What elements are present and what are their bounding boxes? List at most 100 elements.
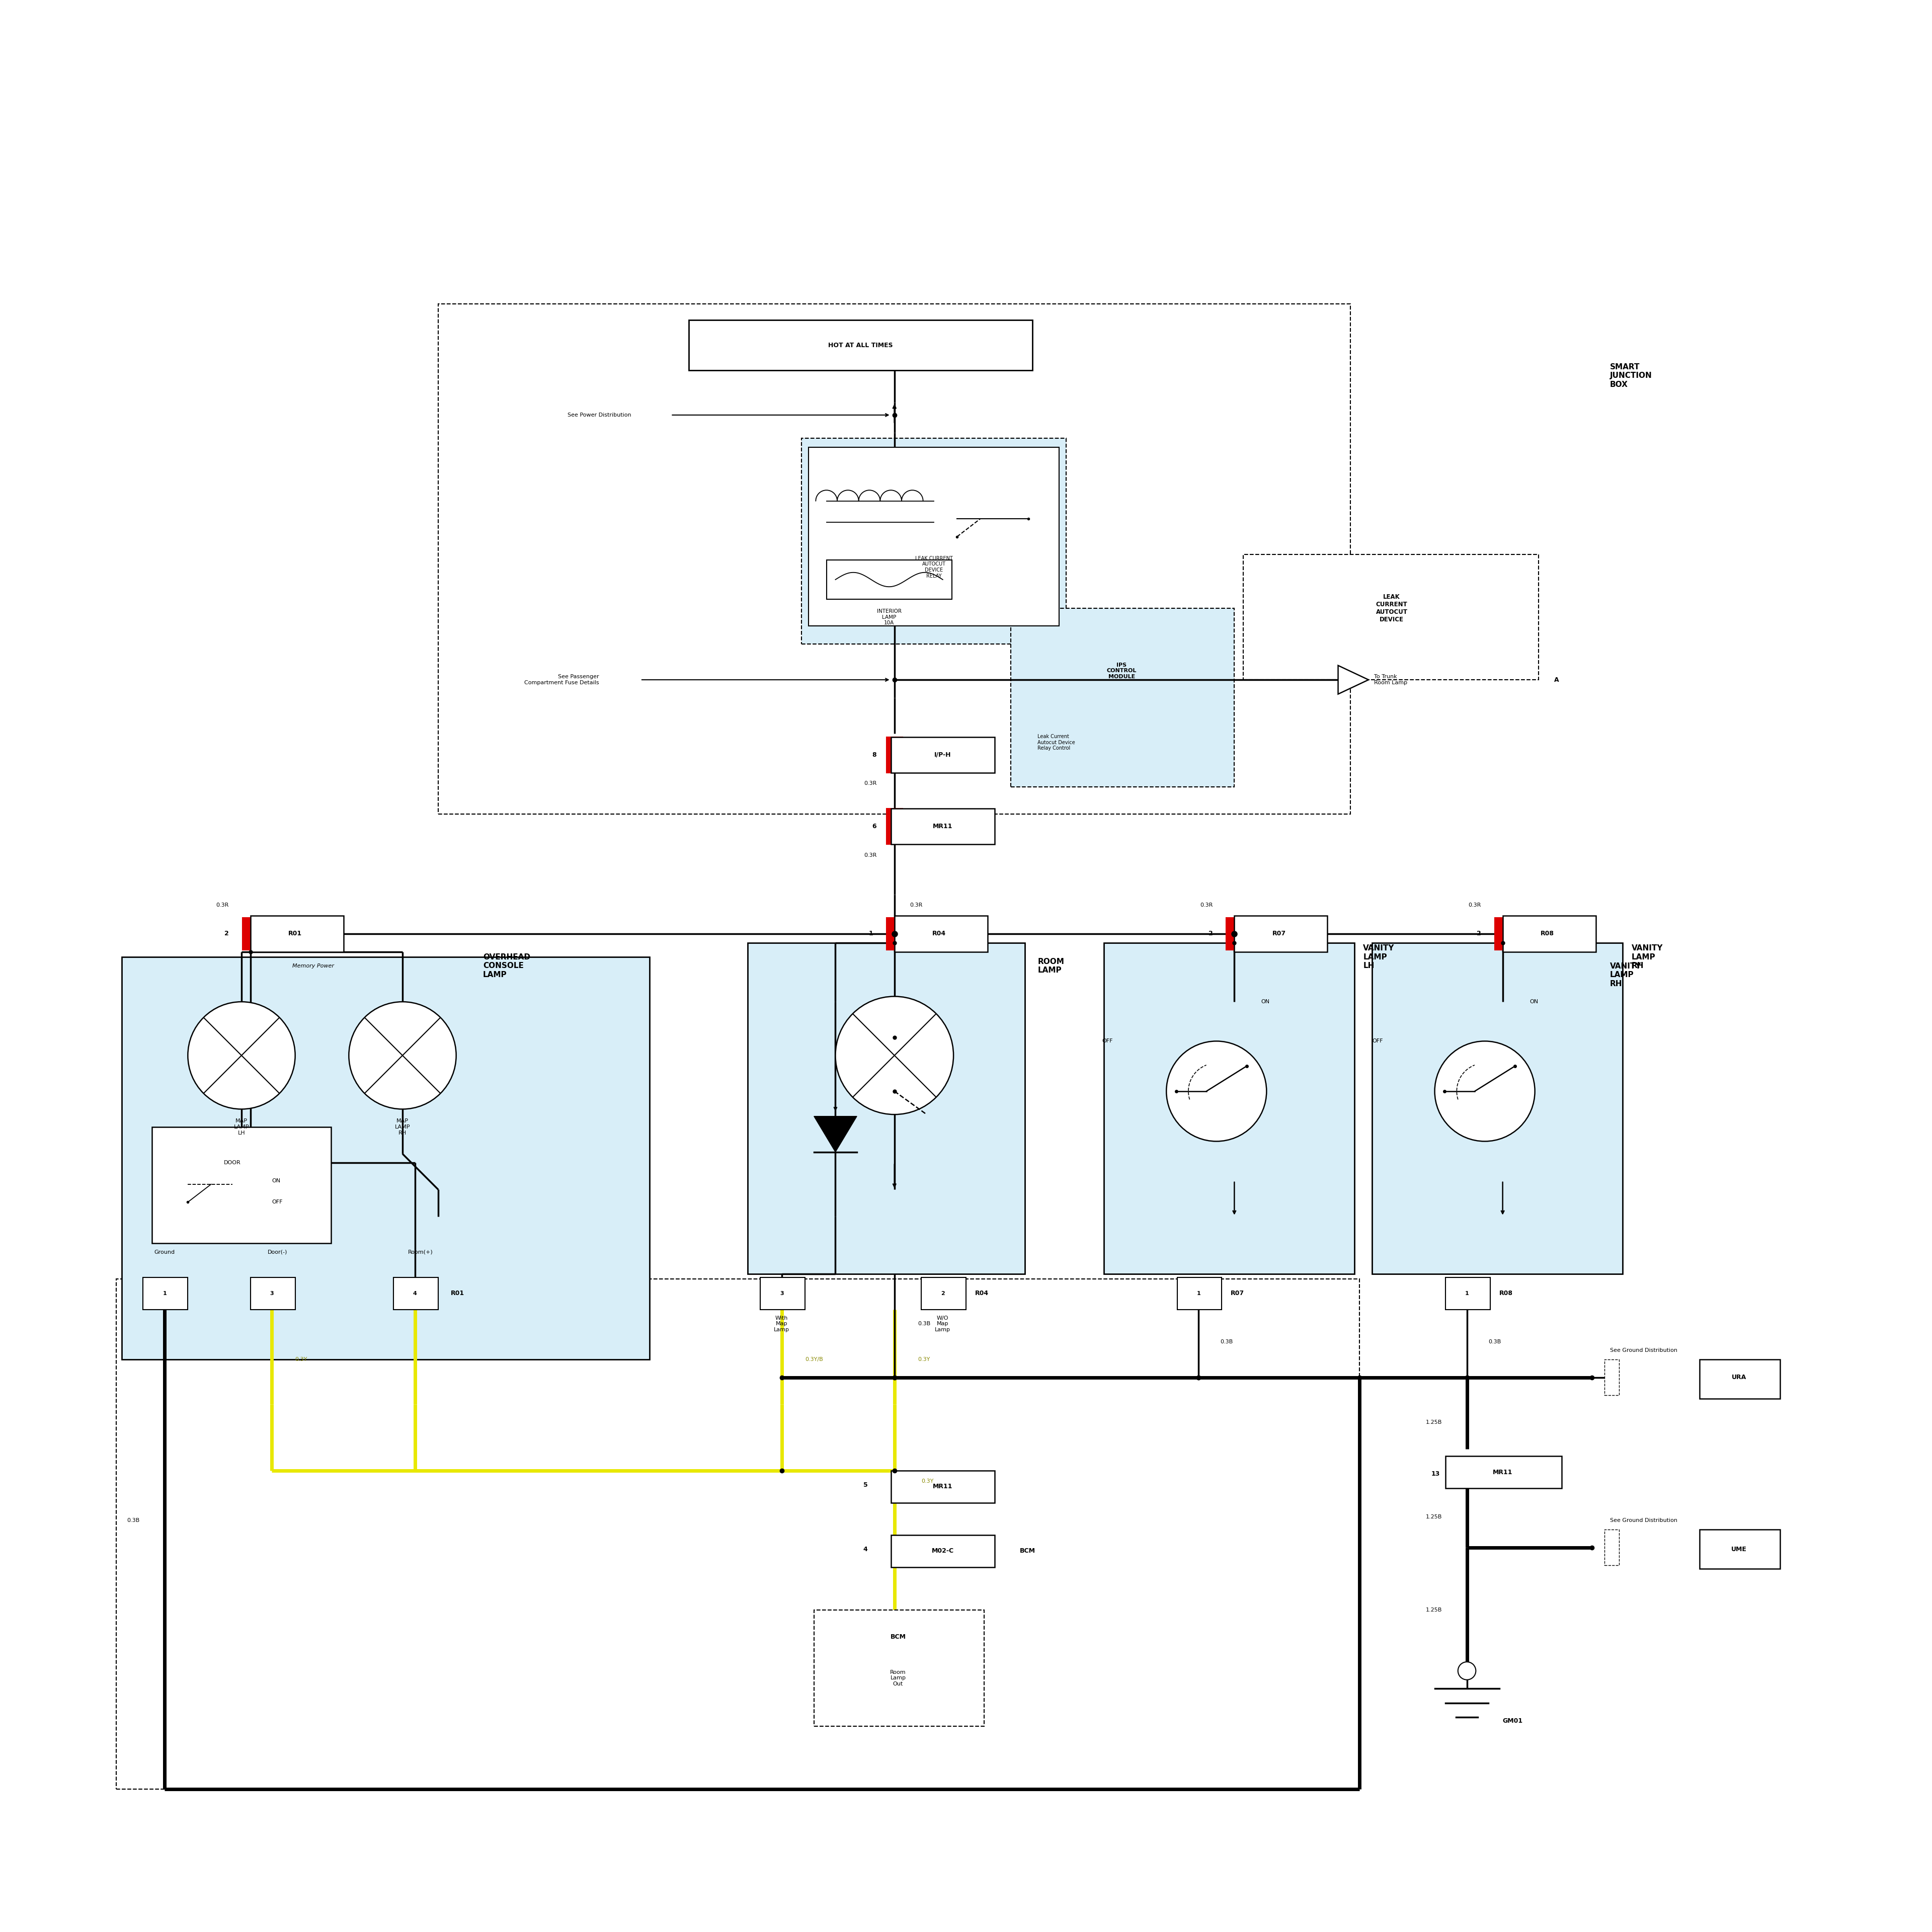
Bar <box>887 810 902 844</box>
Text: 5: 5 <box>864 1482 867 1488</box>
Bar <box>1177 1277 1221 1310</box>
Text: Room(+): Room(+) <box>408 1250 433 1254</box>
Text: 0.3B: 0.3B <box>918 1321 931 1325</box>
Bar <box>895 916 987 952</box>
Text: OFF: OFF <box>1372 1039 1383 1043</box>
Text: 1.25B: 1.25B <box>1426 1607 1441 1613</box>
Text: SMART
JUNCTION
BOX: SMART JUNCTION BOX <box>1609 363 1652 388</box>
Text: Ground: Ground <box>155 1250 176 1254</box>
Text: 0.3R: 0.3R <box>1468 902 1482 908</box>
Text: 0.3Y: 0.3Y <box>918 1356 929 1362</box>
Text: 0.3B: 0.3B <box>128 1519 139 1522</box>
Bar <box>810 446 1059 626</box>
Text: ON: ON <box>1530 999 1538 1005</box>
Text: See Power Distribution: See Power Distribution <box>568 413 632 417</box>
Text: 2: 2 <box>1208 931 1213 937</box>
Bar <box>122 956 649 1360</box>
Text: 0.3B: 0.3B <box>1488 1339 1501 1345</box>
Text: LEAK
CURRENT
AUTOCUT
DEVICE: LEAK CURRENT AUTOCUT DEVICE <box>1376 593 1408 622</box>
Text: 1: 1 <box>869 931 873 937</box>
Text: Room
Lamp
Out: Room Lamp Out <box>891 1669 906 1687</box>
Text: R01: R01 <box>450 1291 464 1296</box>
Bar <box>1605 1360 1619 1395</box>
Text: 3: 3 <box>781 1291 784 1296</box>
Bar <box>887 918 902 951</box>
Text: To Trunk
Room Lamp: To Trunk Room Lamp <box>1374 674 1406 686</box>
Text: 13: 13 <box>1432 1470 1439 1478</box>
Text: BCM: BCM <box>891 1634 906 1640</box>
Bar <box>1244 554 1538 680</box>
Bar <box>891 736 995 773</box>
Bar <box>802 439 1066 643</box>
Circle shape <box>1459 1662 1476 1679</box>
Bar <box>1700 1360 1779 1399</box>
Circle shape <box>1167 1041 1267 1142</box>
Text: 2: 2 <box>224 931 230 937</box>
Bar <box>242 918 259 951</box>
Text: MR11: MR11 <box>933 823 952 829</box>
Text: A: A <box>1553 676 1559 684</box>
Bar <box>688 321 1032 371</box>
Bar <box>1700 1530 1779 1569</box>
Text: ROOM
LAMP: ROOM LAMP <box>1037 958 1065 974</box>
Text: 4: 4 <box>864 1546 867 1553</box>
Text: BCM: BCM <box>1020 1548 1036 1553</box>
Text: R04: R04 <box>933 931 947 937</box>
Text: R04: R04 <box>976 1291 989 1296</box>
Text: Door(-): Door(-) <box>267 1250 288 1254</box>
Bar <box>1103 943 1354 1273</box>
Text: LEAK CURRENT
AUTOCUT
DEVICE
RELAY: LEAK CURRENT AUTOCUT DEVICE RELAY <box>916 556 952 578</box>
Text: MAP
LAMP
LH: MAP LAMP LH <box>234 1119 249 1136</box>
Text: VANITY
LAMP
RH: VANITY LAMP RH <box>1631 945 1663 970</box>
Text: 0.3R: 0.3R <box>910 902 922 908</box>
Text: VANITY
LAMP
RH: VANITY LAMP RH <box>1609 962 1642 987</box>
Text: I/P-H: I/P-H <box>935 752 951 757</box>
Polygon shape <box>1339 665 1368 694</box>
Text: 1.25B: 1.25B <box>1426 1515 1441 1519</box>
Bar <box>153 1126 330 1244</box>
Text: 6: 6 <box>871 823 877 829</box>
Bar <box>143 1277 187 1310</box>
Bar <box>251 1277 296 1310</box>
Polygon shape <box>813 1117 858 1151</box>
Text: 2: 2 <box>1476 931 1482 937</box>
Bar <box>748 943 1026 1273</box>
Circle shape <box>187 1003 296 1109</box>
Bar <box>1235 916 1327 952</box>
Bar <box>251 916 344 952</box>
Text: INTERIOR
LAMP
10A: INTERIOR LAMP 10A <box>877 609 902 626</box>
Bar <box>887 736 902 773</box>
Bar <box>891 1470 995 1503</box>
Text: ON: ON <box>272 1179 280 1182</box>
Bar <box>1445 1457 1561 1488</box>
Bar <box>1503 916 1596 952</box>
Text: 0.3Y/B: 0.3Y/B <box>806 1356 823 1362</box>
Circle shape <box>350 1003 456 1109</box>
Text: 0.3B: 0.3B <box>1219 1339 1233 1345</box>
Text: 1: 1 <box>1464 1291 1468 1296</box>
Text: 0.3R: 0.3R <box>864 852 877 858</box>
Text: R07: R07 <box>1231 1291 1244 1296</box>
Circle shape <box>835 997 954 1115</box>
Text: Leak Current
Autocut Device
Relay Control: Leak Current Autocut Device Relay Contro… <box>1037 734 1076 752</box>
Text: 0.3R: 0.3R <box>216 902 230 908</box>
Bar <box>1010 609 1235 786</box>
Text: OVERHEAD
CONSOLE
LAMP: OVERHEAD CONSOLE LAMP <box>483 954 529 978</box>
Text: M02-C: M02-C <box>931 1548 954 1553</box>
Text: IPS
CONTROL
MODULE: IPS CONTROL MODULE <box>1107 663 1136 680</box>
Text: R01: R01 <box>288 931 301 937</box>
Bar <box>761 1277 806 1310</box>
Bar <box>439 303 1350 813</box>
Text: 8: 8 <box>871 752 877 757</box>
Bar <box>813 1609 983 1727</box>
Text: 0.3Y: 0.3Y <box>296 1356 307 1362</box>
Text: See Ground Distribution: See Ground Distribution <box>1609 1349 1677 1352</box>
Text: R08: R08 <box>1540 931 1553 937</box>
Text: 0.3R: 0.3R <box>1200 902 1213 908</box>
Bar <box>394 1277 439 1310</box>
Bar <box>1445 1277 1490 1310</box>
Text: UME: UME <box>1731 1546 1747 1553</box>
Bar <box>1495 918 1511 951</box>
Bar <box>827 560 952 599</box>
Text: See Passenger
Compartment Fuse Details: See Passenger Compartment Fuse Details <box>524 674 599 686</box>
